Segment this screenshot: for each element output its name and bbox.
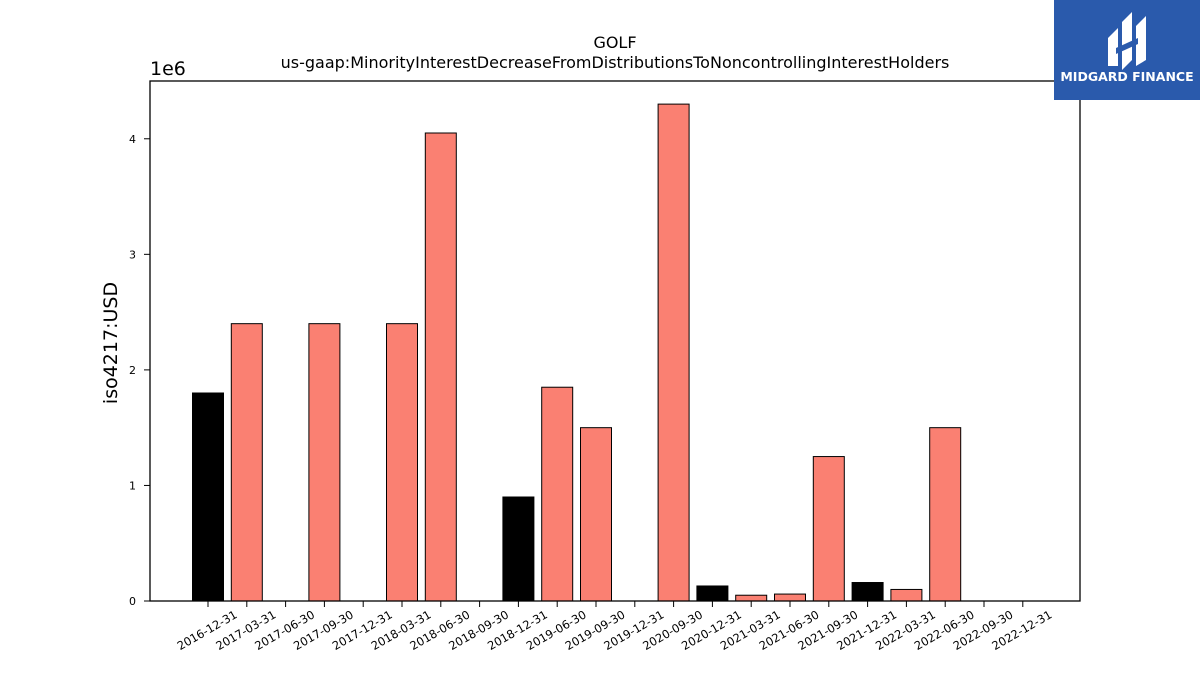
midgard-logo-icon [1108,12,1146,70]
bar [386,323,418,602]
bar [929,427,962,602]
y-tick-label: 4 [129,133,136,146]
chart-title: GOLF [593,33,637,52]
bar [580,427,612,602]
bar [890,588,923,602]
y-scale-label: 1e6 [150,58,186,80]
bar [774,593,806,602]
bar [696,585,729,602]
bar [192,392,224,602]
bar [230,323,263,602]
y-tick-label: 3 [129,248,136,261]
y-tick-label: 1 [129,479,136,492]
y-axis-label: iso4217:USD [100,282,122,404]
bar [851,582,884,602]
brand-logo: MIDGARD FINANCE [1054,0,1200,100]
bar [657,103,690,602]
bar [541,386,574,602]
bar [812,456,845,602]
plot-frame [149,80,1081,602]
bar [502,496,535,602]
bar [424,132,457,602]
bar [308,323,341,602]
y-tick-label: 2 [129,364,136,377]
y-tick-label: 0 [129,595,136,608]
bar [735,594,768,602]
brand-name: MIDGARD FINANCE [1060,69,1194,84]
chart-subtitle: us-gaap:MinorityInterestDecreaseFromDist… [280,53,950,72]
